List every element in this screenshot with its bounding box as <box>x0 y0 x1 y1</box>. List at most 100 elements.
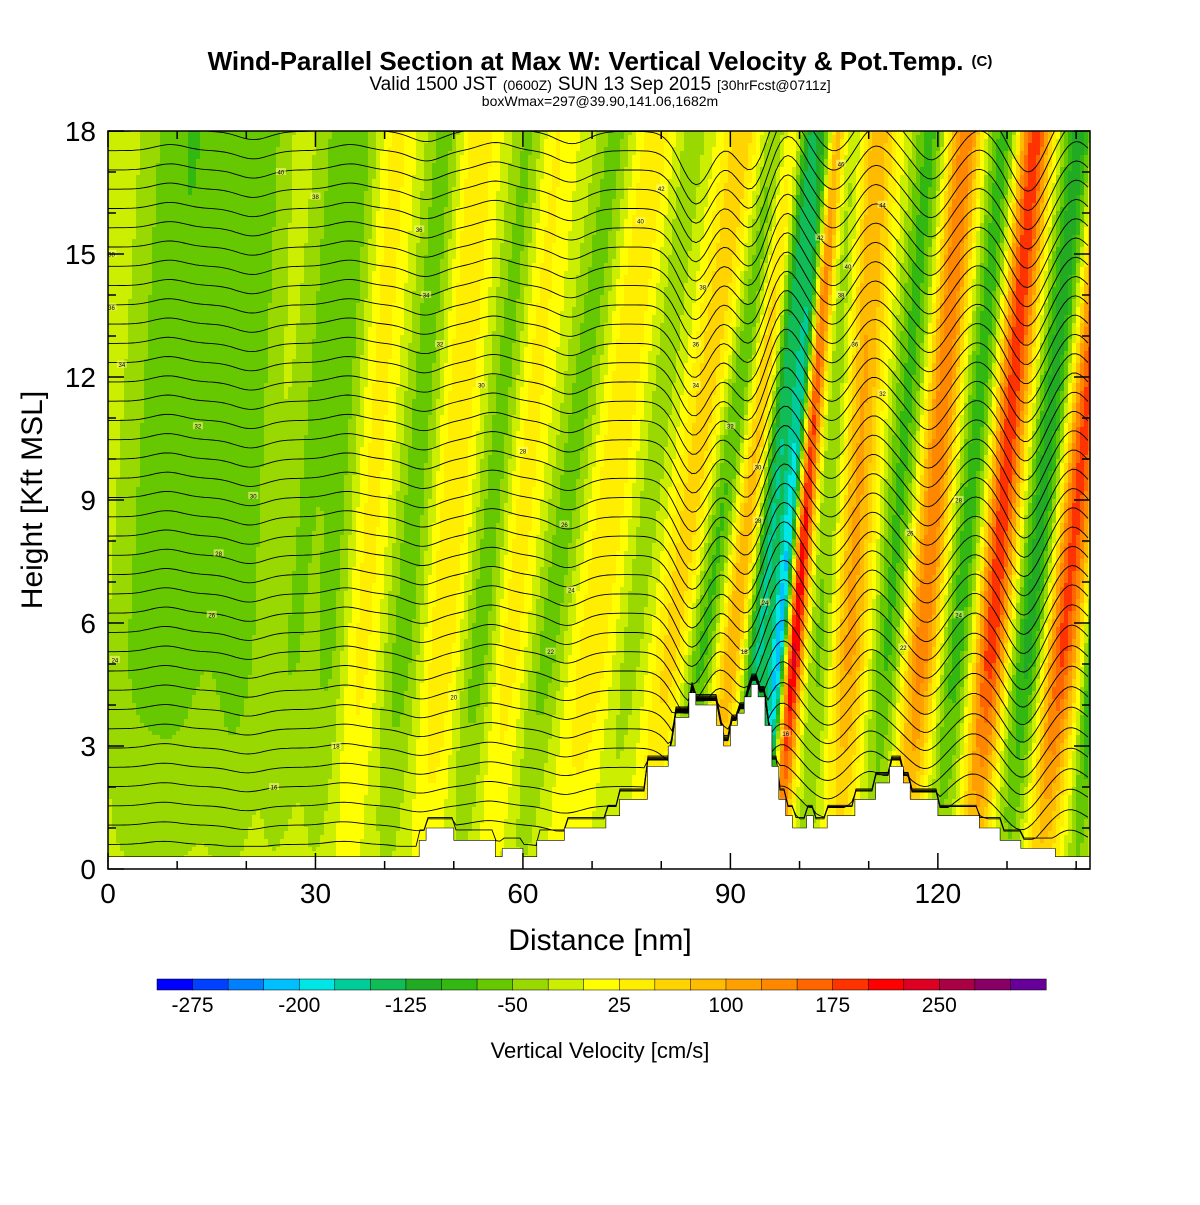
velocity-cell <box>160 207 165 212</box>
velocity-cell <box>168 315 173 320</box>
velocity-cell <box>160 303 165 308</box>
velocity-cell <box>116 159 121 164</box>
velocity-cell <box>124 647 129 652</box>
velocity-cell <box>116 751 121 756</box>
velocity-cell <box>144 559 149 564</box>
velocity-cell <box>140 739 145 744</box>
velocity-cell <box>112 175 117 180</box>
velocity-cell <box>152 835 157 840</box>
velocity-cell <box>156 787 161 792</box>
velocity-cell <box>116 443 121 448</box>
velocity-cell <box>140 715 145 720</box>
velocity-cell <box>116 563 121 568</box>
velocity-cell <box>152 483 157 488</box>
velocity-cell <box>124 371 129 376</box>
velocity-cell <box>140 587 145 592</box>
velocity-cell <box>152 791 157 796</box>
velocity-cell <box>156 179 161 184</box>
velocity-cell <box>120 487 125 492</box>
velocity-cell <box>168 343 173 348</box>
velocity-cell <box>160 799 165 804</box>
velocity-cell <box>160 339 165 344</box>
velocity-cell <box>168 215 173 220</box>
velocity-cell <box>136 327 141 332</box>
velocity-cell <box>132 711 137 716</box>
velocity-cell <box>156 243 161 248</box>
velocity-cell <box>156 699 161 704</box>
velocity-cell <box>168 487 173 492</box>
velocity-cell <box>168 151 173 156</box>
velocity-cell <box>128 363 133 368</box>
velocity-cell <box>120 711 125 716</box>
velocity-cell <box>140 595 145 600</box>
velocity-cell <box>148 499 153 504</box>
velocity-cell <box>116 795 121 800</box>
velocity-cell <box>152 775 157 780</box>
velocity-cell <box>116 635 121 640</box>
velocity-cell <box>136 551 141 556</box>
velocity-cell <box>148 811 153 816</box>
velocity-cell <box>168 387 173 392</box>
velocity-cell <box>124 395 129 400</box>
velocity-cell <box>112 779 117 784</box>
velocity-cell <box>164 475 169 480</box>
velocity-cell <box>148 815 153 820</box>
velocity-cell <box>148 719 153 724</box>
velocity-cell <box>112 715 117 720</box>
velocity-cell <box>132 595 137 600</box>
velocity-cell <box>116 183 121 188</box>
velocity-cell <box>164 579 169 584</box>
velocity-cell <box>136 683 141 688</box>
velocity-cell <box>112 403 117 408</box>
velocity-cell <box>152 331 157 336</box>
velocity-cell <box>132 363 137 368</box>
velocity-cell <box>128 691 133 696</box>
velocity-cell <box>132 427 137 432</box>
velocity-cell <box>136 159 141 164</box>
velocity-cell <box>164 519 169 524</box>
velocity-cell <box>144 635 149 640</box>
velocity-cell <box>164 463 169 468</box>
velocity-cell <box>120 403 125 408</box>
velocity-cell <box>140 683 145 688</box>
velocity-cell <box>136 295 141 300</box>
velocity-cell <box>136 311 141 316</box>
velocity-cell <box>152 295 157 300</box>
velocity-cell <box>164 823 169 828</box>
velocity-cell <box>112 595 117 600</box>
velocity-cell <box>120 567 125 572</box>
velocity-cell <box>152 659 157 664</box>
velocity-cell <box>124 347 129 352</box>
velocity-cell <box>152 311 157 316</box>
velocity-cell <box>128 315 133 320</box>
velocity-cell <box>148 307 153 312</box>
velocity-cell <box>128 483 133 488</box>
velocity-cell <box>120 459 125 464</box>
velocity-cell <box>156 175 161 180</box>
velocity-cell <box>156 723 161 728</box>
velocity-cell <box>152 719 157 724</box>
velocity-cell <box>156 367 161 372</box>
velocity-cell <box>140 563 145 568</box>
velocity-cell <box>128 679 133 684</box>
velocity-cell <box>132 255 137 260</box>
velocity-cell <box>160 251 165 256</box>
velocity-cell <box>120 211 125 216</box>
velocity-cell <box>160 495 165 500</box>
velocity-cell <box>132 835 137 840</box>
velocity-cell <box>112 167 117 172</box>
velocity-cell <box>124 775 129 780</box>
velocity-cell <box>116 255 121 260</box>
velocity-cell <box>120 683 125 688</box>
velocity-cell <box>152 219 157 224</box>
velocity-cell <box>140 803 145 808</box>
velocity-cell <box>148 311 153 316</box>
velocity-cell <box>136 447 141 452</box>
velocity-cell <box>120 259 125 264</box>
velocity-cell <box>140 179 145 184</box>
velocity-cell <box>132 779 137 784</box>
velocity-cell <box>112 451 117 456</box>
velocity-cell <box>136 315 141 320</box>
velocity-cell <box>152 459 157 464</box>
velocity-cell <box>148 779 153 784</box>
